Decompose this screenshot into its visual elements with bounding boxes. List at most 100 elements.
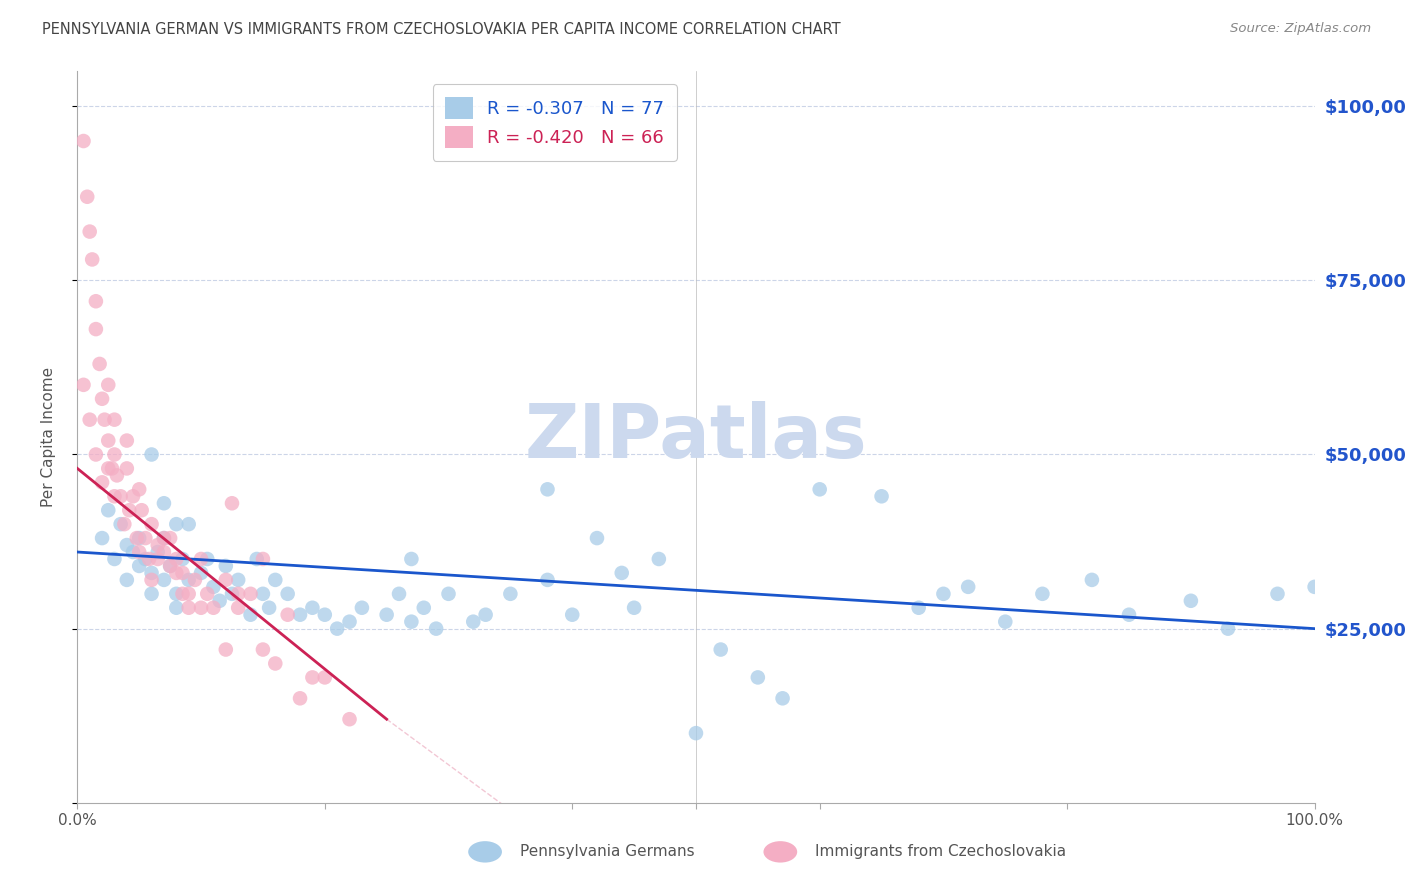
Point [202, 580, 225, 594]
Point [165, 600, 187, 615]
Point [1216, 622, 1239, 636]
Point [314, 607, 336, 622]
Point [190, 600, 212, 615]
Point [105, 468, 128, 483]
Point [1303, 580, 1326, 594]
Point [146, 552, 169, 566]
Point [536, 483, 558, 497]
Point [215, 642, 238, 657]
Point [146, 538, 169, 552]
Point [288, 691, 311, 706]
Point [165, 587, 187, 601]
Point [375, 607, 398, 622]
Text: Immigrants from Czechoslovakia: Immigrants from Czechoslovakia [815, 845, 1067, 859]
Point [97, 377, 120, 392]
Point [388, 587, 411, 601]
Point [326, 622, 349, 636]
Point [463, 615, 485, 629]
Point [134, 531, 156, 545]
Point [128, 483, 150, 497]
Point [932, 587, 955, 601]
Point [146, 545, 169, 559]
Point [184, 573, 207, 587]
Point [84, 294, 107, 309]
Point [91, 392, 114, 406]
Point [226, 573, 249, 587]
Point [165, 552, 187, 566]
Point [89, 357, 111, 371]
Point [122, 489, 145, 503]
Point [153, 573, 176, 587]
Point [499, 587, 522, 601]
Point [221, 587, 243, 601]
Point [91, 475, 114, 490]
Point [72, 134, 94, 148]
Point [288, 607, 311, 622]
Point [301, 600, 323, 615]
Point [153, 531, 176, 545]
Point [101, 461, 124, 475]
Point [115, 573, 138, 587]
Point [339, 615, 361, 629]
Point [747, 670, 769, 684]
Point [685, 726, 707, 740]
Point [153, 496, 176, 510]
Point [138, 552, 160, 566]
Point [710, 642, 733, 657]
Point [141, 566, 163, 580]
Point [131, 503, 153, 517]
Point [561, 607, 583, 622]
Point [350, 600, 373, 615]
Point [610, 566, 633, 580]
Point [772, 691, 794, 706]
Point [195, 552, 218, 566]
Point [177, 600, 200, 615]
Point [226, 587, 249, 601]
Point [190, 566, 212, 580]
Point [103, 552, 125, 566]
Point [252, 552, 274, 566]
Point [215, 558, 238, 573]
Point [177, 517, 200, 532]
Point [252, 642, 274, 657]
Point [110, 517, 132, 532]
Point [301, 670, 323, 684]
Point [72, 377, 94, 392]
Point [159, 558, 181, 573]
Point [623, 600, 645, 615]
Point [437, 587, 460, 601]
Text: Source: ZipAtlas.com: Source: ZipAtlas.com [1230, 22, 1371, 36]
Point [165, 517, 187, 532]
Point [401, 552, 423, 566]
Point [1031, 587, 1053, 601]
Point [128, 558, 150, 573]
Point [994, 615, 1017, 629]
Point [110, 489, 132, 503]
Point [314, 670, 336, 684]
Text: Pennsylvania Germans: Pennsylvania Germans [520, 845, 695, 859]
Point [103, 448, 125, 462]
Point [141, 587, 163, 601]
Point [125, 531, 148, 545]
Point [190, 552, 212, 566]
Legend: R = -0.307   N = 77, R = -0.420   N = 66: R = -0.307 N = 77, R = -0.420 N = 66 [433, 84, 676, 161]
Point [264, 573, 287, 587]
Point [153, 545, 176, 559]
Point [103, 489, 125, 503]
Point [1180, 594, 1202, 608]
Text: ZIPatlas: ZIPatlas [524, 401, 868, 474]
Point [808, 483, 831, 497]
Point [239, 607, 262, 622]
Point [172, 552, 194, 566]
Point [128, 545, 150, 559]
Point [226, 600, 249, 615]
Point [277, 607, 299, 622]
Point [159, 558, 181, 573]
Point [128, 531, 150, 545]
Point [1267, 587, 1289, 601]
Point [141, 573, 163, 587]
Point [257, 600, 280, 615]
Point [172, 587, 194, 601]
Point [153, 531, 176, 545]
Point [97, 434, 120, 448]
